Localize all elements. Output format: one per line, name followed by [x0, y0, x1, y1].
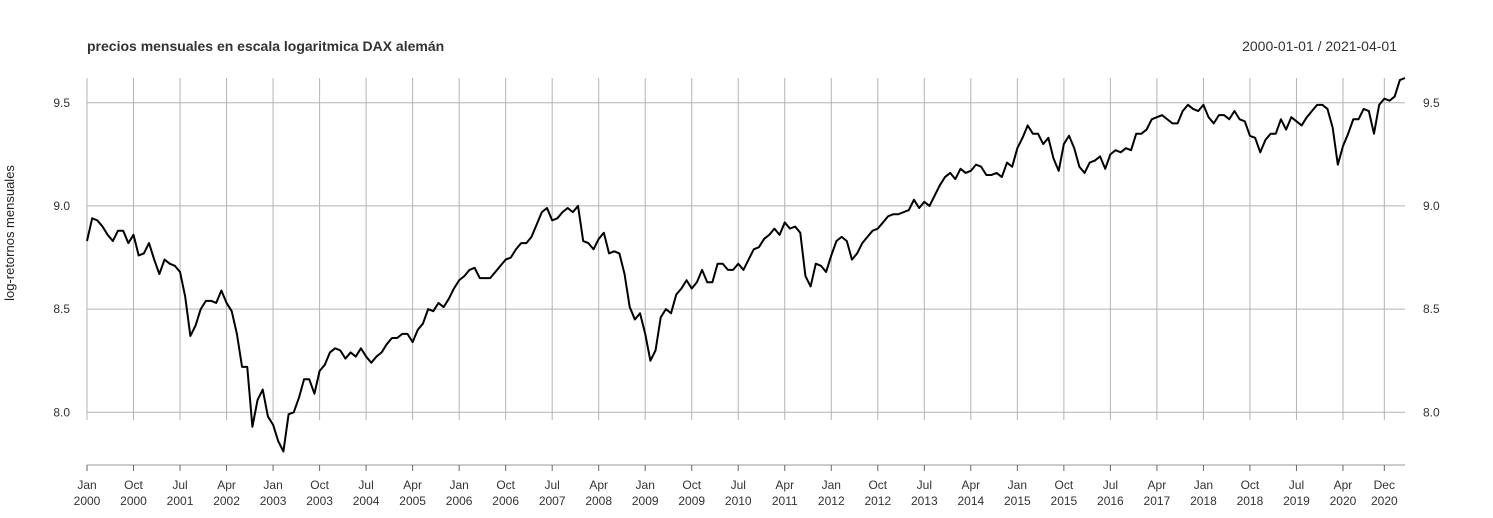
x-tick-label-year: 2018: [1190, 494, 1217, 508]
x-tick-label-year: 2018: [1237, 494, 1264, 508]
y-tick-label: 9.0: [53, 199, 70, 213]
x-tick-label-month: Apr: [961, 478, 980, 492]
x-tick-label-year: 2003: [260, 494, 287, 508]
x-tick-label-year: 2009: [678, 494, 705, 508]
x-tick-label-year: 2003: [306, 494, 333, 508]
y-tick-label: 8.5: [53, 302, 70, 316]
x-tick-label-month: Oct: [124, 478, 143, 492]
x-tick-label-month: Jul: [172, 478, 187, 492]
x-tick-label-year: 2004: [353, 494, 380, 508]
x-tick-label-year: 2008: [585, 494, 612, 508]
x-tick-label-month: Apr: [775, 478, 794, 492]
y-tick-label-right: 8.5: [1423, 302, 1440, 316]
x-tick-label-month: Oct: [682, 478, 701, 492]
x-tick-label-month: Jan: [1008, 478, 1027, 492]
x-tick-label-year: 2005: [399, 494, 426, 508]
x-tick-label-month: Jan: [77, 478, 96, 492]
x-tick-label-year: 2006: [492, 494, 519, 508]
series-group: [86, 77, 1406, 453]
x-tick-label-month: Oct: [496, 478, 515, 492]
x-tick-label-month: Jul: [1103, 478, 1118, 492]
x-tick-label-month: Dec: [1374, 478, 1395, 492]
x-tick-label-year: 2014: [957, 494, 984, 508]
y-tick-label-right: 9.0: [1423, 199, 1440, 213]
x-tick-label-year: 2012: [864, 494, 891, 508]
y-tick-label: 8.0: [53, 405, 70, 419]
x-tick-label-month: Apr: [403, 478, 422, 492]
y-axis-right: 8.0 8.5 9.0 9.5: [1423, 96, 1440, 420]
x-tick-label-year: 2020: [1371, 494, 1398, 508]
x-axis: Jan 2000 Oct 2000 Jul 2001 Apr 2002 Jan 2003 Oct 20…: [74, 464, 1405, 508]
x-tick-label-year: 2012: [818, 494, 845, 508]
x-tick-label-month: Oct: [868, 478, 887, 492]
x-tick-label-month: Apr: [217, 478, 236, 492]
x-tick-label-year: 2006: [446, 494, 473, 508]
y-tick-label: 9.5: [53, 96, 70, 110]
x-tick-label-month: Jul: [917, 478, 932, 492]
x-tick-label-year: 2010: [725, 494, 752, 508]
x-tick-label-month: Apr: [1334, 478, 1353, 492]
x-tick-label-month: Jul: [1289, 478, 1304, 492]
x-tick-label-month: Jan: [263, 478, 282, 492]
x-tick-label-year: 2000: [120, 494, 147, 508]
gridlines: [86, 78, 1405, 420]
x-tick-label-month: Oct: [310, 478, 329, 492]
x-tick-label-year: 2013: [911, 494, 938, 508]
x-tick-label-month: Jan: [1194, 478, 1213, 492]
x-tick-label-year: 2009: [632, 494, 659, 508]
x-tick-label-month: Apr: [589, 478, 608, 492]
y-axis-left: 8.0 8.5 9.0 9.5: [53, 96, 70, 420]
x-tick-label-month: Jan: [449, 478, 468, 492]
chart-title: precios mensuales en escala logaritmica …: [87, 38, 444, 54]
x-tick-label-year: 2016: [1097, 494, 1124, 508]
x-tick-label-month: Jul: [545, 478, 560, 492]
y-tick-label-right: 8.0: [1423, 405, 1440, 419]
x-tick-label-year: 2017: [1144, 494, 1171, 508]
y-tick-label-right: 9.5: [1423, 96, 1440, 110]
x-tick-label-year: 2007: [539, 494, 566, 508]
series-line: [86, 77, 1406, 453]
x-tick-label-month: Oct: [1055, 478, 1074, 492]
x-tick-label-year: 2015: [1051, 494, 1078, 508]
y-axis-label: log-retornos mensuales: [2, 165, 17, 301]
x-tick-label-month: Jul: [358, 478, 373, 492]
date-range: 2000-01-01 / 2021-04-01: [1242, 38, 1397, 54]
x-tick-label-year: 2020: [1330, 494, 1357, 508]
x-tick-label-month: Apr: [1148, 478, 1167, 492]
x-tick-label-month: Jan: [636, 478, 655, 492]
x-tick-label-year: 2015: [1004, 494, 1031, 508]
x-tick-label-month: Jan: [822, 478, 841, 492]
x-tick-label-year: 2001: [167, 494, 194, 508]
x-tick-label-year: 2011: [772, 494, 798, 508]
x-tick-label-month: Jul: [731, 478, 746, 492]
x-tick-label-year: 2002: [213, 494, 240, 508]
x-tick-label-year: 2000: [74, 494, 101, 508]
x-tick-label-year: 2019: [1283, 494, 1310, 508]
x-tick-label-month: Oct: [1241, 478, 1260, 492]
